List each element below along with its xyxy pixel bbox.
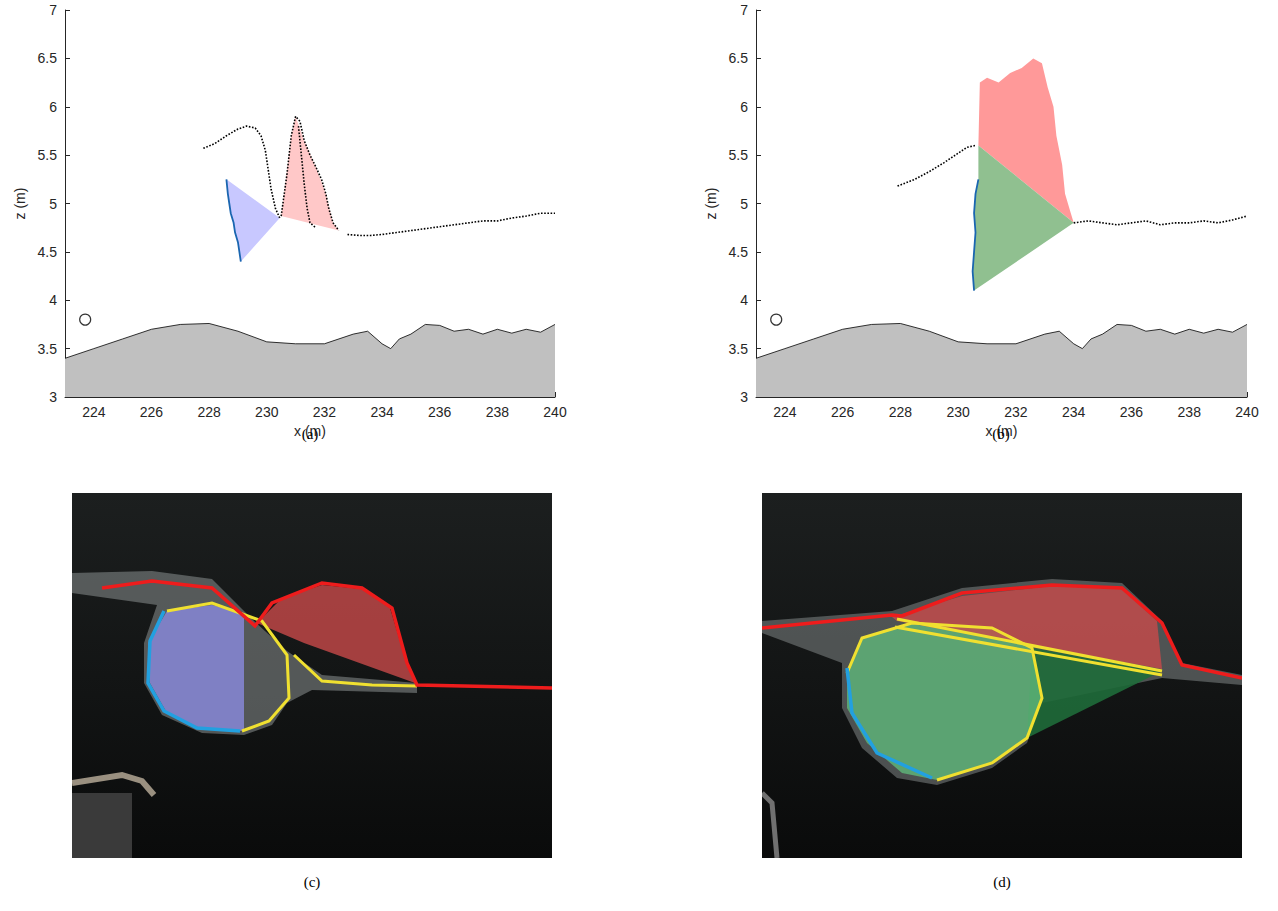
svg-text:4.5: 4.5 <box>38 244 58 260</box>
svg-text:232: 232 <box>313 404 337 420</box>
svg-text:226: 226 <box>831 404 855 420</box>
svg-text:238: 238 <box>1178 404 1202 420</box>
svg-text:6.5: 6.5 <box>38 50 58 66</box>
svg-text:224: 224 <box>82 404 106 420</box>
svg-text:3: 3 <box>49 389 57 405</box>
svg-text:228: 228 <box>889 404 913 420</box>
svg-text:234: 234 <box>370 404 394 420</box>
svg-text:4: 4 <box>49 292 57 308</box>
svg-text:240: 240 <box>543 404 567 420</box>
svg-text:7: 7 <box>740 2 748 18</box>
svg-text:6.5: 6.5 <box>729 50 749 66</box>
svg-text:4: 4 <box>740 292 748 308</box>
svg-text:238: 238 <box>486 404 510 420</box>
svg-text:5.5: 5.5 <box>38 147 58 163</box>
svg-text:228: 228 <box>197 404 221 420</box>
svg-text:z (m): z (m) <box>703 188 719 220</box>
svg-text:232: 232 <box>1004 404 1028 420</box>
svg-text:5.5: 5.5 <box>729 147 749 163</box>
svg-text:236: 236 <box>1120 404 1144 420</box>
svg-text:z (m): z (m) <box>12 188 28 220</box>
svg-text:3.5: 3.5 <box>729 341 749 357</box>
svg-text:240: 240 <box>1235 404 1259 420</box>
svg-text:3: 3 <box>740 389 748 405</box>
svg-text:3.5: 3.5 <box>38 341 58 357</box>
svg-text:5: 5 <box>49 196 57 212</box>
svg-text:236: 236 <box>428 404 452 420</box>
svg-text:7: 7 <box>49 2 57 18</box>
svg-text:4.5: 4.5 <box>729 244 749 260</box>
svg-text:234: 234 <box>1062 404 1086 420</box>
svg-text:6: 6 <box>49 99 57 115</box>
svg-text:224: 224 <box>773 404 797 420</box>
svg-text:226: 226 <box>140 404 164 420</box>
svg-text:230: 230 <box>946 404 970 420</box>
svg-text:6: 6 <box>740 99 748 115</box>
svg-text:230: 230 <box>255 404 279 420</box>
svg-text:5: 5 <box>740 196 748 212</box>
